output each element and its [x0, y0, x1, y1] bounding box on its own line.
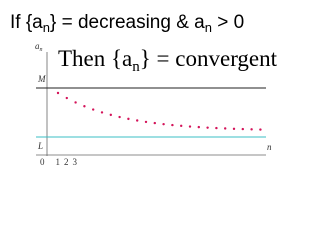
subscript: n — [205, 20, 212, 35]
x-tick-label: 1 — [56, 157, 61, 167]
y-axis-label: an — [35, 41, 43, 53]
sequence-dot — [56, 91, 60, 95]
x-tick-label: 3 — [73, 157, 78, 167]
text: > 0 — [212, 12, 244, 33]
subscript: n — [132, 59, 140, 75]
sequence-dot — [224, 127, 227, 130]
sequence-dot — [180, 124, 183, 128]
sequence-dot — [197, 125, 200, 129]
sequence-dot — [92, 108, 95, 111]
sequence-dot — [65, 96, 69, 100]
sequence-dot — [188, 125, 192, 128]
sequence-dot — [144, 120, 148, 124]
sequence-dot — [206, 126, 209, 129]
sequence-dot — [250, 128, 253, 131]
sequence-dot — [259, 128, 262, 131]
plot: an M L 0 1 2 3 n — [35, 41, 272, 167]
subscript: n — [40, 47, 43, 53]
sequence-dot — [136, 119, 139, 122]
text: } = decreasing & a — [50, 12, 205, 33]
lower-bound-label: L — [37, 141, 43, 151]
upper-bound-label: M — [37, 74, 46, 84]
sequence-dot — [109, 113, 113, 117]
sequence-dot — [215, 126, 218, 130]
conclusion: Then {an} = convergent — [58, 46, 278, 75]
sequence-dot — [241, 127, 244, 131]
text: a — [35, 41, 40, 51]
text: Then {a — [58, 46, 132, 71]
x-tick-label: 2 — [64, 157, 69, 167]
sequence-dot — [74, 101, 77, 104]
sequence-dot — [171, 123, 174, 127]
sequence-dot — [100, 111, 104, 114]
sequence-dot — [83, 105, 86, 108]
origin-label: 0 — [40, 157, 45, 167]
hypothesis: If {an} = decreasing & an > 0 — [10, 12, 244, 35]
subscript: n — [43, 20, 50, 35]
x-axis-label: n — [267, 142, 272, 152]
text: If {a — [10, 12, 43, 33]
sequence-dot — [232, 127, 236, 131]
sequence-dot — [162, 122, 165, 126]
sequence-dot — [153, 121, 156, 125]
text: } = convergent — [140, 46, 278, 71]
illustration: If {an} = decreasing & an > 0 Then {an} … — [10, 12, 278, 167]
sequence-dot — [127, 117, 130, 121]
sequence-dot — [118, 115, 121, 119]
